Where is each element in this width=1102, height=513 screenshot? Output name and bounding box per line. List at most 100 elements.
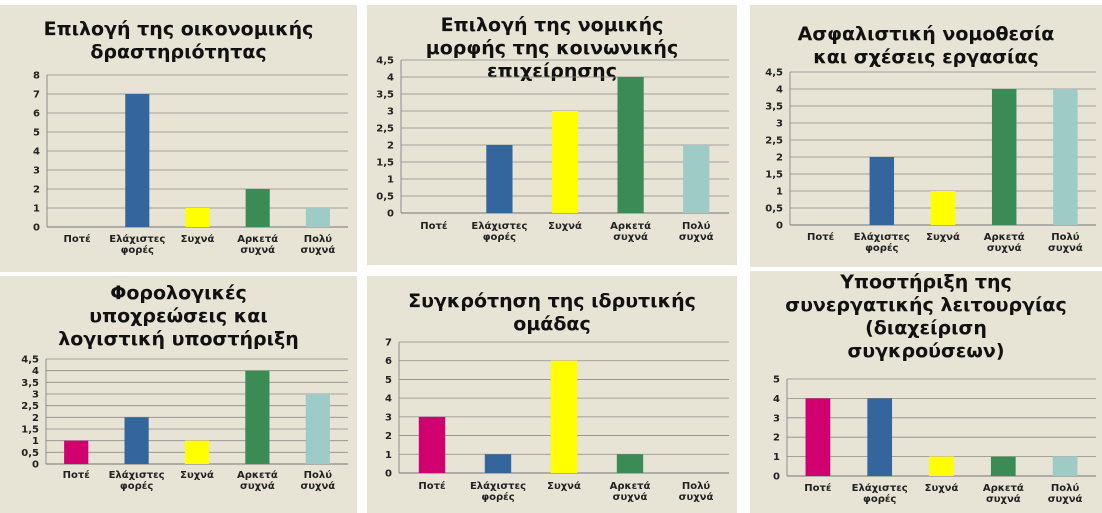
y-tick-label: 2 [776, 153, 783, 164]
y-tick-label: 4,5 [765, 68, 783, 79]
y-tick-label: 1,5 [765, 170, 783, 181]
bar [991, 89, 1017, 225]
chart-title: Συγκρότηση της ιδρυτικής ομάδας [408, 290, 696, 335]
x-tick-label: Συχνά [181, 233, 215, 245]
x-tick-label: Αρκετά συχνά [237, 469, 278, 492]
x-tick-label: Αρκετά συχνά [610, 480, 651, 503]
y-tick-label: 2 [773, 433, 780, 444]
y-tick-label: 1 [773, 452, 780, 463]
x-tick-label: Ποτέ [420, 220, 447, 232]
y-tick-label: 3,5 [376, 90, 394, 101]
x-tick-label: Συχνά [926, 231, 960, 243]
bar [484, 454, 512, 473]
y-tick-label: 2 [32, 413, 39, 424]
chart-svg: 0 1 2 3 4 5 6 7 8 Ποτέ Ελάχιστες φορές Συχνά Αρκετά συ… [33, 71, 348, 256]
y-tick-label: 7 [33, 90, 40, 101]
x-tick-label: Ποτέ [804, 482, 831, 494]
bar [990, 456, 1016, 476]
y-tick-label: 3,5 [21, 378, 39, 389]
y-tick-label: 2,5 [765, 136, 783, 147]
y-tick-label: 1 [33, 204, 40, 215]
y-tick-label: 0 [387, 209, 394, 220]
y-tick-label: 0 [32, 460, 39, 471]
y-tick-label: 1,5 [21, 425, 39, 436]
chart-panel-4: Φορολογικές υποχρεώσεις και λογιστική υπ… [0, 276, 357, 513]
bar [305, 208, 330, 227]
y-tick-label: 2,5 [21, 401, 39, 412]
x-tick-label: Ποτέ [64, 233, 91, 245]
y-tick-label: 1 [776, 187, 783, 198]
y-tick-label: 3 [33, 166, 40, 177]
y-tick-label: 4 [385, 394, 392, 405]
y-tick-label: 3 [776, 119, 783, 130]
x-tick-label: Συχνά [548, 220, 582, 232]
bar [869, 157, 895, 225]
chart-title: Επιλογή της νομικής μορφής της κοινωνική… [425, 14, 679, 82]
y-tick-label: 5 [33, 128, 40, 139]
y-tick-label: 4 [33, 147, 40, 158]
x-tick-label: Ποτέ [63, 469, 90, 481]
chart-panel-2: Επιλογή της νομικής μορφής της κοινωνική… [367, 5, 737, 265]
bar [245, 370, 270, 464]
bar [486, 145, 513, 213]
chart-svg: 0 1 2 3 4 5 6 7 Ποτέ Ελάχιστες φορές Συχνά Αρκετά συχ… [385, 338, 729, 503]
y-tick-label: 0 [33, 223, 40, 234]
chart-panel-5: Συγκρότηση της ιδρυτικής ομάδας 0 1 2 3 4 5 6 7… [367, 276, 737, 513]
x-tick-label: Ελάχιστες φορές [854, 231, 910, 254]
bar [125, 94, 150, 227]
y-tick-label: 1,5 [376, 158, 394, 169]
x-tick-label: Ελάχιστες φορές [470, 480, 526, 503]
x-tick-label: Πολύ συχνά [301, 233, 336, 256]
bar [1053, 89, 1078, 225]
y-tick-label: 0 [776, 221, 783, 232]
y-tick-label: 0,5 [21, 448, 39, 459]
bar [617, 77, 644, 213]
y-tick-label: 3 [385, 412, 392, 423]
y-tick-label: 6 [385, 356, 392, 367]
bar [245, 189, 270, 227]
chart-title: Υποστήριξη της συνεργατικής λειτουργίας … [785, 271, 1067, 362]
bar [867, 398, 893, 476]
y-tick-label: 6 [33, 109, 40, 120]
y-tick-label: 0 [385, 469, 392, 480]
x-tick-label: Συχνά [180, 469, 214, 481]
y-tick-label: 1 [385, 450, 392, 461]
y-tick-label: 3 [773, 413, 780, 424]
y-tick-label: 5 [385, 375, 392, 386]
y-tick-label: 3 [387, 107, 394, 118]
y-tick-label: 3,5 [765, 102, 783, 113]
bar [616, 454, 644, 473]
bar [551, 111, 579, 213]
bar [805, 398, 831, 476]
x-tick-label: Πολύ συχνά [1048, 482, 1083, 505]
y-tick-label: 7 [385, 338, 392, 349]
x-tick-label: Συχνά [925, 482, 959, 494]
bar [418, 416, 446, 473]
y-tick-label: 4 [32, 366, 39, 377]
bar [929, 456, 954, 476]
y-tick-label: 0,5 [376, 192, 394, 203]
chart-title: Φορολογικές υποχρεώσεις και λογιστική υπ… [58, 282, 299, 350]
y-tick-label: 2,5 [376, 124, 394, 135]
bar [64, 440, 89, 464]
bar [930, 191, 956, 225]
chart-title: Ασφαλιστική νομοθεσία και σχέσεις εργασί… [797, 23, 1055, 68]
bar [1052, 456, 1078, 476]
chart-panel-6: Υποστήριξη της συνεργατικής λειτουργίας … [750, 271, 1102, 513]
y-tick-label: 2 [387, 141, 394, 152]
x-tick-label: Ελάχιστες φορές [109, 469, 165, 492]
x-tick-label: Αρκετά συχνά [984, 231, 1025, 254]
x-tick-label: Αρκετά συχνά [610, 220, 651, 243]
x-tick-label: Ποτέ [418, 480, 445, 492]
bar [184, 440, 210, 464]
y-tick-label: 2 [33, 185, 40, 196]
x-tick-label: Ελάχιστες φορές [852, 482, 908, 505]
y-tick-label: 2 [385, 431, 392, 442]
y-tick-label: 0 [773, 472, 780, 483]
x-tick-label: Πολύ συχνά [300, 469, 335, 492]
y-tick-label: 3 [32, 390, 39, 401]
x-tick-label: Αρκετά συχνά [983, 482, 1024, 505]
